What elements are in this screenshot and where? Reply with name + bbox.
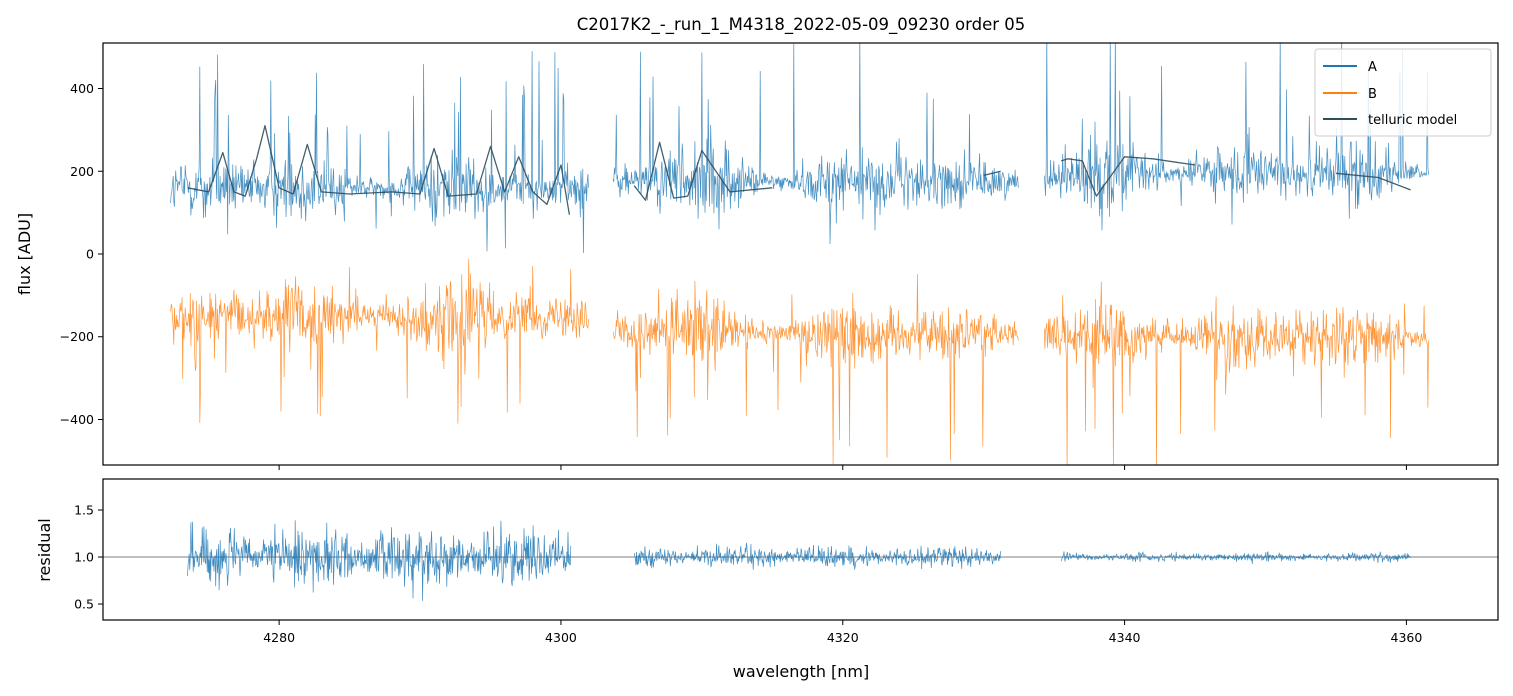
telluric-point (278, 187, 280, 189)
telluric-point (208, 191, 210, 193)
residual-y-axis: 1.5 1.0 0.5 (74, 503, 103, 612)
telluric-point (560, 164, 562, 166)
series-a-segment-2 (612, 43, 1019, 245)
telluric-point (187, 187, 189, 189)
telluric-point (546, 204, 548, 206)
residual-x-tick-label: 4340 (1109, 630, 1141, 645)
telluric-model-line-1 (187, 125, 571, 215)
residual-segment-3 (1060, 550, 1411, 565)
residual-x-tick-label: 4320 (827, 630, 859, 645)
telluric-point (569, 214, 571, 216)
x-axis-label: wavelength [nm] (733, 662, 870, 681)
chart-title: C2017K2_-_run_1_M4318_2022-05-09_09230 o… (577, 15, 1026, 35)
telluric-model-line-2 (633, 141, 773, 201)
telluric-point (1067, 158, 1069, 160)
series-b-segment-2 (612, 273, 1019, 465)
telluric-point (433, 148, 435, 150)
telluric-point (264, 125, 266, 127)
telluric-point (447, 195, 449, 197)
telluric-point (1124, 156, 1126, 158)
telluric-point (633, 185, 635, 187)
telluric-point (729, 191, 731, 193)
telluric-point (1082, 160, 1084, 162)
telluric-point (912, 179, 914, 181)
telluric-point (292, 193, 294, 195)
residual-x-tick-label: 4360 (1391, 630, 1423, 645)
telluric-point (518, 156, 520, 158)
legend: A B telluric model (1314, 48, 1492, 137)
telluric-point (1060, 160, 1062, 162)
legend-box (1314, 48, 1492, 137)
flux-axes-frame (102, 42, 1499, 466)
flux-x-axis (278, 465, 1407, 470)
residual-segment-2 (633, 542, 1001, 570)
residual-x-axis: 4280 4300 4320 4340 4360 (263, 620, 1422, 645)
telluric-point (1265, 168, 1267, 170)
telluric-point (391, 191, 393, 193)
telluric-point (476, 193, 478, 195)
residual-y-tick-label: 1.5 (74, 503, 94, 518)
flux-y-tick-label: −400 (60, 412, 94, 427)
flux-y-axis: 400 200 0 −200 −400 (60, 81, 103, 427)
telluric-point (1194, 164, 1196, 166)
telluric-point (687, 195, 689, 197)
telluric-point (842, 181, 844, 183)
telluric-point (490, 146, 492, 148)
telluric-point (307, 144, 309, 146)
legend-label-telluric: telluric model (1368, 113, 1457, 128)
residual-x-tick-label: 4300 (545, 630, 577, 645)
telluric-model-line-6 (1061, 156, 1196, 197)
telluric-point (321, 191, 323, 193)
telluric-model-line-8 (1335, 172, 1411, 191)
flux-panel: 400 200 0 −200 −400 flux [ADU] A B telluric … (15, 42, 1499, 470)
telluric-point (222, 152, 224, 154)
telluric-point (1410, 189, 1412, 191)
telluric-point (233, 191, 235, 193)
telluric-model-line-5 (983, 170, 1001, 177)
residual-plot-area (103, 520, 1498, 601)
telluric-point (1377, 177, 1379, 179)
series-a-segment-3 (1043, 43, 1429, 231)
residual-y-label: residual (35, 518, 54, 581)
telluric-point (245, 195, 247, 197)
telluric-point (1000, 171, 1002, 173)
telluric-point (645, 199, 647, 201)
flux-y-label: flux [ADU] (15, 213, 34, 295)
telluric-point (1335, 173, 1337, 175)
flux-plot-area (170, 43, 1429, 465)
telluric-point (419, 193, 421, 195)
telluric-point (532, 191, 534, 193)
telluric-point (504, 191, 506, 193)
residual-panel: 1.51.00.5 4280 4300 4320 4340 4360 residual … (35, 478, 1499, 681)
legend-label-b: B (1368, 87, 1377, 102)
telluric-point (256, 158, 258, 160)
series-b-segment-3 (1043, 281, 1429, 465)
telluric-point (659, 142, 661, 144)
telluric-point (349, 193, 351, 195)
flux-y-tick-label: 200 (70, 164, 94, 179)
flux-y-tick-label: 400 (70, 81, 94, 96)
telluric-point (772, 187, 774, 189)
residual-axes-frame (102, 478, 1499, 621)
residual-x-tick-label: 4280 (263, 630, 295, 645)
telluric-point (983, 175, 985, 177)
residual-y-tick-label: 0.5 (74, 597, 94, 612)
residual-segment-1 (187, 520, 572, 601)
residual-y-tick-label: 1.0 (74, 550, 94, 565)
telluric-point (673, 197, 675, 199)
flux-y-tick-label: −200 (60, 329, 94, 344)
telluric-point (1152, 158, 1154, 160)
telluric-point (701, 150, 703, 152)
telluric-point (1096, 195, 1098, 197)
series-a-segment-1 (170, 51, 589, 254)
flux-y-tick-label: 0 (86, 247, 94, 262)
legend-label-a: A (1368, 60, 1377, 75)
series-b-segment-1 (170, 258, 589, 424)
